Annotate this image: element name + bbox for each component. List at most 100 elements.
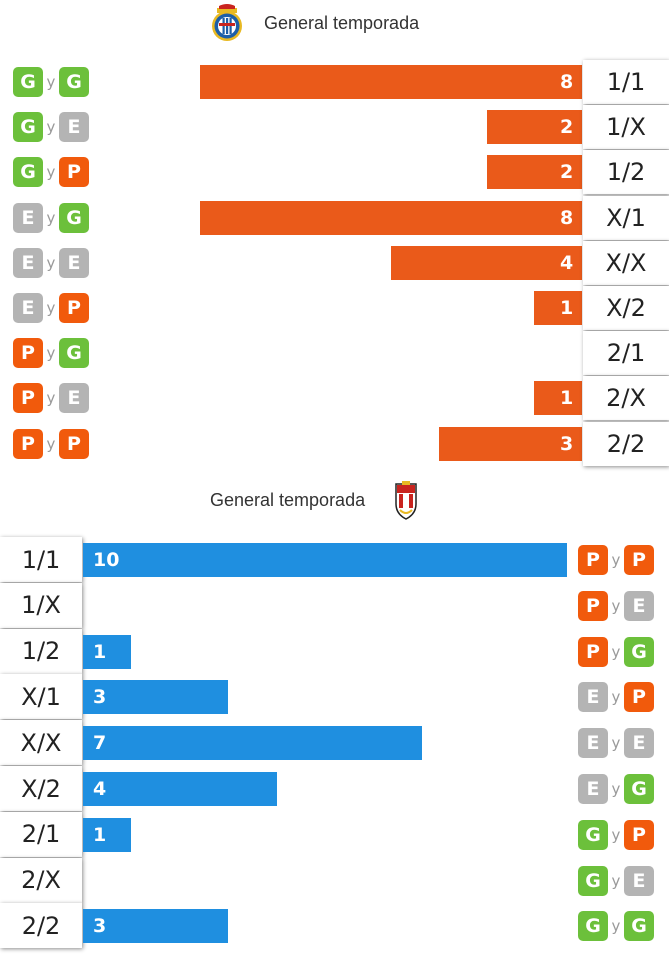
connector-label: y (46, 344, 56, 363)
connector-label: y (46, 163, 56, 182)
category-label: 1/X (583, 105, 669, 150)
bar-value-label: 7 (93, 732, 107, 755)
connector-label: y (46, 73, 56, 91)
result-badge: P (59, 293, 89, 323)
result-badge: G (578, 911, 608, 942)
category-label: 1/1 (583, 60, 669, 104)
bar-value-label: 2 (560, 116, 574, 139)
category-label: 2/1 (583, 331, 669, 376)
result-badge: G (624, 774, 654, 804)
result-badge: P (59, 157, 89, 188)
result-badge: P (578, 636, 608, 667)
result-badge: E (59, 383, 89, 414)
category-label: X/X (583, 240, 669, 285)
result-badge: E (578, 682, 608, 713)
category-label: 2/X (583, 376, 669, 421)
connector-label: y (611, 642, 621, 661)
bar-value-label: 3 (560, 432, 574, 455)
bar (83, 817, 132, 852)
result-badge: E (624, 865, 654, 896)
bar (83, 726, 422, 761)
result-badge: G (13, 112, 43, 143)
bar (534, 381, 582, 416)
category-label: X/2 (0, 766, 82, 811)
bar (391, 245, 582, 280)
result-badge: G (59, 67, 89, 97)
bar (200, 65, 582, 99)
result-badge: G (624, 911, 654, 942)
bar-value-label: 1 (93, 640, 107, 663)
result-badge: G (578, 865, 608, 896)
category-label: 2/2 (0, 903, 82, 949)
result-badge: E (578, 728, 608, 759)
result-badge: E (59, 247, 89, 278)
connector-label: y (611, 825, 621, 844)
category-label: X/2 (583, 286, 669, 330)
bar-value-label: 3 (93, 915, 107, 938)
category-label: 2/X (0, 857, 82, 903)
category-label: X/X (0, 720, 82, 766)
bar-value-label: 1 (560, 387, 574, 410)
result-badge: E (624, 728, 654, 759)
bar-value-label: 8 (560, 206, 574, 229)
bar-value-label: 1 (560, 297, 574, 319)
bottom-header: General temporada (210, 480, 419, 520)
category-label: 1/X (0, 582, 82, 628)
connector-label: y (611, 688, 621, 707)
espanyol-crest-icon (210, 4, 244, 42)
bar (83, 680, 229, 715)
result-badge: P (578, 545, 608, 575)
bar (83, 634, 132, 669)
connector-label: y (611, 917, 621, 936)
top-title: General temporada (264, 12, 420, 33)
category-label: X/1 (583, 195, 669, 240)
bar-value-label: 3 (93, 686, 107, 709)
result-badge: P (13, 383, 43, 414)
bar-value-label: 4 (93, 778, 107, 800)
bar (486, 110, 582, 145)
bar (438, 426, 582, 461)
connector-label: y (611, 596, 621, 615)
result-badge: G (624, 636, 654, 667)
bar (83, 772, 277, 806)
result-badge: E (13, 202, 43, 233)
category-label: X/1 (0, 674, 82, 720)
result-badge: G (13, 67, 43, 97)
category-label: 1/2 (583, 150, 669, 195)
result-badge: G (59, 202, 89, 233)
result-badge: G (578, 819, 608, 850)
connector-label: y (46, 253, 56, 272)
bar (83, 909, 229, 944)
result-badge: G (13, 157, 43, 188)
connector-label: y (611, 734, 621, 753)
bar-value-label: 2 (560, 161, 574, 184)
result-badge: G (59, 338, 89, 369)
result-badge: P (624, 819, 654, 850)
category-label: 1/2 (0, 628, 82, 674)
result-badge: E (59, 112, 89, 143)
bar-value-label: 8 (560, 71, 574, 93)
result-badge: E (578, 774, 608, 804)
category-label: 1/1 (0, 537, 82, 582)
connector-label: y (611, 871, 621, 890)
bar (83, 543, 567, 577)
result-badge: P (13, 338, 43, 369)
result-badge: P (624, 545, 654, 575)
connector-label: y (46, 118, 56, 137)
result-badge: P (624, 682, 654, 713)
bar-value-label: 1 (93, 823, 107, 846)
result-badge: P (578, 590, 608, 621)
result-badge: P (59, 428, 89, 459)
